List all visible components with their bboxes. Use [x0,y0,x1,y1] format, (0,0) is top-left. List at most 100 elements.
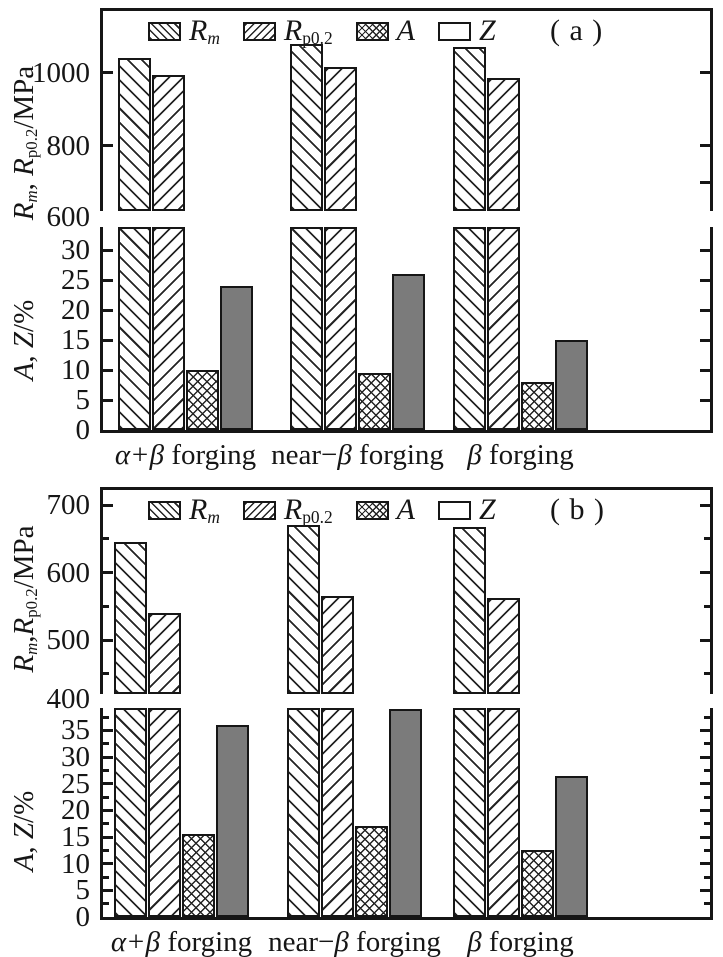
bar-Rm-group3-lower-segment [453,708,486,917]
bar-Rm-group3-lower-segment [453,227,486,430]
category-label-3: β forging [381,438,661,472]
tick-lower-15 [103,835,113,839]
plot-area-a: Rm Rp0.2 A Z( a ) [100,8,713,433]
minor-tick-upper-450 [103,672,109,676]
tick-upper-600 [103,571,113,574]
tick-label-10: 10 [61,847,90,880]
legend: Rm Rp0.2 A Z [148,16,496,47]
minor-tick-upper-right-450 [704,672,710,676]
tick-upper-800 [103,144,113,148]
bar-Rm-group1-upper-segment [114,542,147,694]
tick-lower-30 [103,755,113,759]
tick-upper-500 [103,638,113,642]
category-label-3: β forging [381,925,661,957]
label-part: α+β [110,926,161,957]
label-part: near− [271,439,338,471]
legend-label-Rm: Rm [189,16,220,47]
minor-tick-lower-right-27.5 [704,768,710,772]
category-label-2: near−β forging [218,438,498,472]
bar-A-group1 [182,834,215,917]
tick-upper-right-700 [700,503,710,507]
legend-item-Rp0.2: Rp0.2 [242,16,333,47]
break-glyph-right [703,687,720,715]
minor-tick-lower-right-17.5 [704,822,710,826]
legend-label-A: A [397,495,415,525]
minor-tick-upper-650 [103,537,109,541]
label-part: R [189,493,208,526]
tick-label-0: 0 [75,901,91,933]
tick-label-800: 800 [46,129,91,162]
bar-Rm-group2-upper-segment [287,525,320,694]
bar-Rm-group1-lower-segment [118,227,151,430]
axis-break-band [100,694,713,708]
label-part: R [8,617,40,636]
label-part: p0.2 [21,128,41,159]
minor-tick-upper-right-650 [704,537,710,541]
tick-label-10: 10 [61,354,90,386]
tick-upper-right-500 [700,638,710,642]
legend-item-Rp0.2: Rp0.2 [242,493,333,527]
bar-Rp0.2-group2-upper-segment [321,596,354,694]
label-part: /MPa [8,65,40,129]
label-part: forging [348,926,441,957]
bar-Z-group2 [392,274,425,430]
tick-label-500: 500 [46,624,91,656]
legend-swatch-Z [437,500,471,520]
label-part: R [283,493,303,526]
tick-lower-35 [103,728,113,732]
legend-swatch-Rm [148,21,181,41]
tick-lower-right-10 [700,368,710,372]
tick-label-15: 15 [61,821,90,854]
bar-Rp0.2-group2-lower-segment [324,227,357,430]
tick-lower-right-15 [700,338,710,342]
label-part: , [8,839,40,854]
label-part: Z [8,331,40,349]
label-part: , [8,348,40,363]
tick-lower-right-15 [700,835,710,839]
tick-label-25: 25 [61,264,90,296]
tick-label-35: 35 [61,714,90,747]
bar-A-group2 [358,373,391,430]
label-part: β [467,926,482,957]
break-glyph-left [93,205,110,233]
label-part: α+β [114,439,165,471]
tick-lower-25 [103,782,113,786]
tick-lower-15 [103,338,113,342]
label-part: forging [351,439,444,471]
bar-Rp0.2-group2-lower-segment [321,708,354,917]
bar-Z-group1 [216,725,249,917]
label-part: p0.2 [302,506,333,527]
bar-Rp0.2-group1-upper-segment [148,613,181,694]
tick-upper-right-800 [700,144,710,148]
minor-tick-lower-right-7.5 [704,875,710,879]
tick-lower-10 [103,862,113,866]
bar-Rm-group1-lower-segment [114,708,147,917]
label-part: forging [481,439,574,471]
bar-Rm-group2-lower-segment [287,708,320,917]
minor-tick-lower-12.5 [103,848,109,852]
bar-Z-group2 [389,709,422,917]
tick-lower-right-35 [700,728,710,732]
bar-Rp0.2-group3-upper-segment [487,78,520,211]
legend-item-A: A [355,495,415,525]
legend-label-Rm: Rm [189,493,220,527]
tick-lower-5 [103,888,113,892]
tick-label-30: 30 [61,234,90,266]
label-part: m [207,506,220,527]
legend-item-Z: Z [437,495,496,525]
tick-label-600: 600 [46,556,91,589]
bar-A-group3 [521,850,554,917]
tick-lower-20 [103,308,113,312]
tick-label-15: 15 [61,324,90,356]
bar-Rp0.2-group2-upper-segment [324,67,357,211]
category-label-1: α+β forging [46,438,326,472]
tick-lower-right-20 [700,808,710,812]
tick-lower-right-30 [700,248,710,252]
tick-label-1000: 1000 [32,56,90,89]
panel-b: Rm Rp0.2 A Z( b ) 700 600 500 400 35 30 25 20 15 10 5 0… [0,478,723,957]
legend: Rm Rp0.2 A Z [148,493,496,527]
bar-A-group3 [521,382,554,430]
tick-lower-right-25 [700,278,710,282]
tick-upper-right-700 [700,180,710,184]
legend-item-A: A [355,16,415,46]
